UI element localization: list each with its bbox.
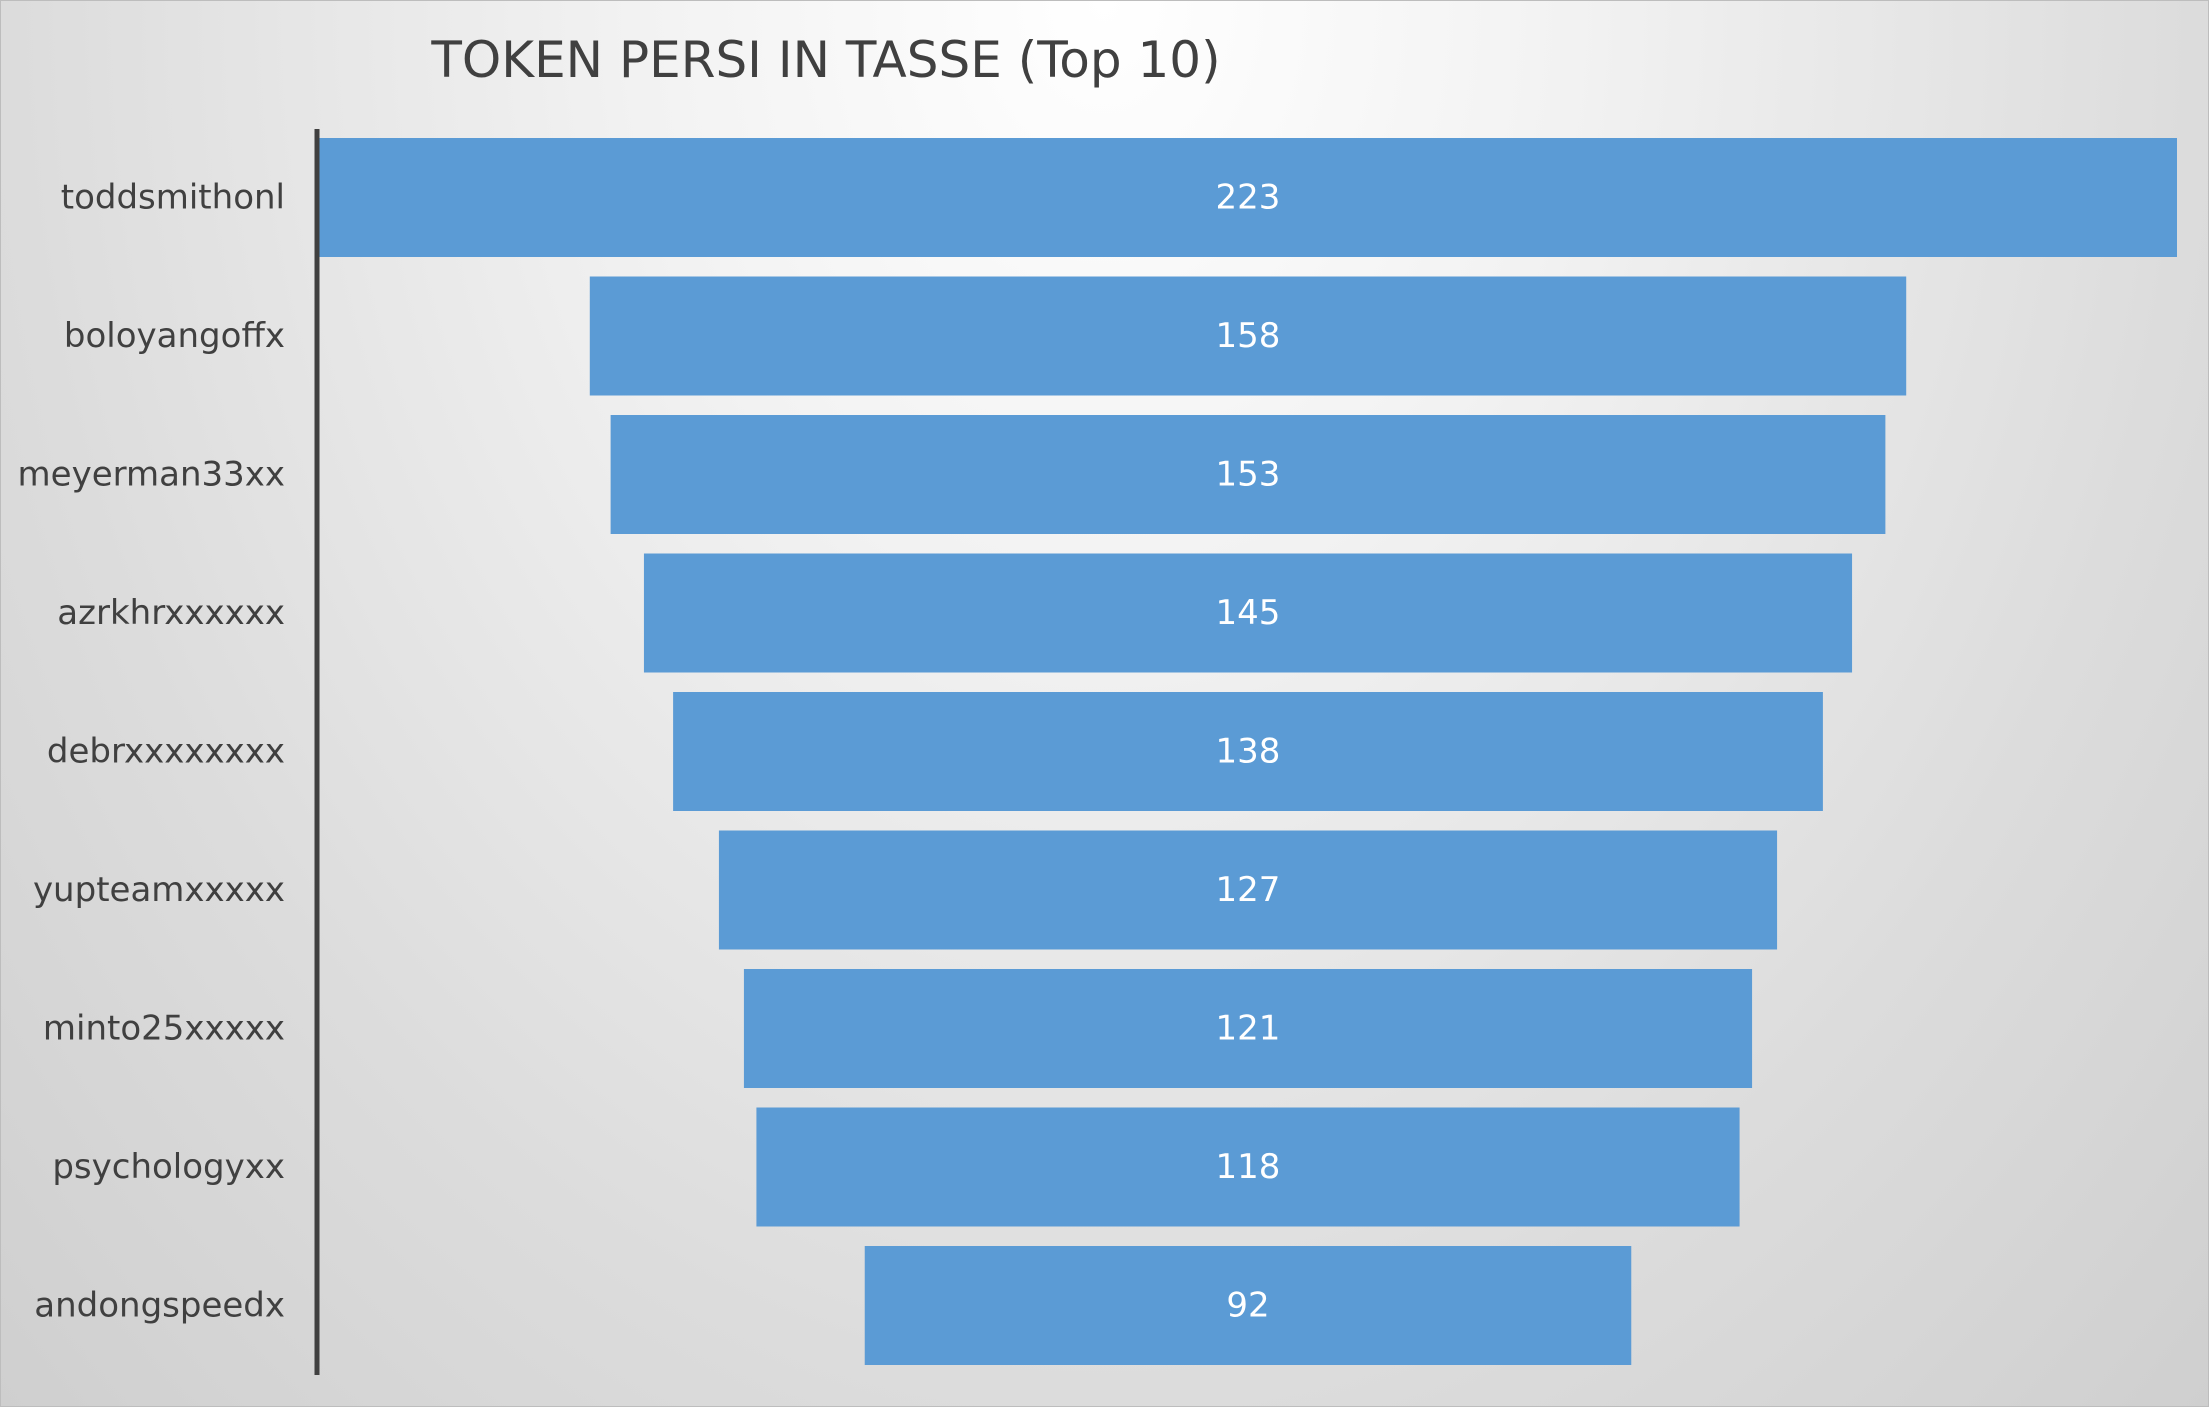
data-label: 138 xyxy=(1216,732,1281,772)
funnel-bar-boloyangoffx xyxy=(589,276,1907,396)
category-label: minto25xxxxx xyxy=(43,1009,285,1049)
category-label: toddsmithonl xyxy=(61,178,285,218)
category-label: psychologyxx xyxy=(52,1147,285,1187)
labels-layer: 223 toddsmithonl 158 boloyangoffx 153 meyerma… xyxy=(18,178,1281,1326)
data-label: 121 xyxy=(1216,1009,1281,1049)
category-label: andongspeedx xyxy=(34,1286,285,1326)
data-label: 127 xyxy=(1216,870,1281,910)
data-label: 92 xyxy=(1226,1286,1269,1326)
chart-title: TOKEN PERSI IN TASSE (Top 10) xyxy=(431,31,1221,89)
data-label: 153 xyxy=(1216,455,1281,495)
category-label: yupteamxxxxx xyxy=(33,870,285,910)
category-label: azrkhrxxxxxx xyxy=(57,593,285,633)
funnel-bar-toddsmithonl xyxy=(319,138,2177,257)
bars-layer xyxy=(319,138,2177,1365)
category-label: boloyangoffx xyxy=(64,316,285,356)
funnel-bar-psychologyxx xyxy=(756,1107,1740,1227)
category-label: meyerman33xx xyxy=(18,455,285,495)
funnel-bar-yupteamxxxxx xyxy=(718,830,1778,950)
data-label: 145 xyxy=(1216,593,1281,633)
funnel-bar-azrkhrxxxxxx xyxy=(643,553,1853,673)
funnel-bar-debrxxxxxxxx xyxy=(673,692,1823,811)
funnel-bar-minto25xxxxx xyxy=(743,969,1753,1088)
data-label: 118 xyxy=(1216,1147,1281,1187)
data-label: 223 xyxy=(1216,178,1281,218)
funnel-bar-andongspeedx xyxy=(864,1246,1632,1365)
data-label: 158 xyxy=(1216,316,1281,356)
funnel-bar-meyerman33xx xyxy=(610,415,1886,534)
category-label: debrxxxxxxxx xyxy=(47,732,285,772)
